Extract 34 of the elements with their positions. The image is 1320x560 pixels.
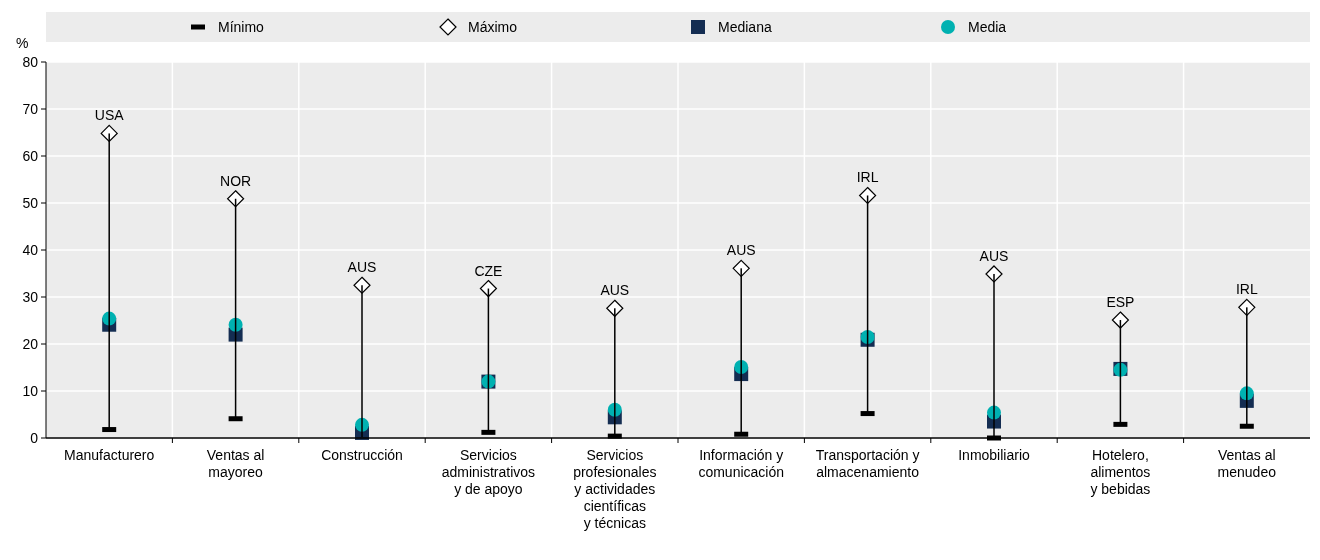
- x-tick-label: Servicios profesionales y actividades científicas y técnicas: [573, 447, 657, 531]
- y-tick-label: 0: [30, 430, 39, 446]
- legend-label: Máximo: [468, 19, 518, 35]
- data-label: ESP: [1106, 294, 1135, 311]
- y-tick-label: 30: [22, 289, 39, 305]
- y-tick-label: 50: [22, 195, 39, 211]
- x-tick-label: Inmobiliario: [958, 447, 1030, 463]
- y-tick-label: 10: [22, 383, 39, 399]
- data-label: AUS: [600, 282, 630, 299]
- legend-label: Mediana: [718, 19, 772, 35]
- legend-label: Media: [968, 19, 1007, 35]
- y-tick-label: 40: [22, 242, 39, 258]
- x-tick-label: Manufacturero: [64, 447, 155, 463]
- y-axis-title: %: [16, 35, 29, 51]
- data-label: IRL: [856, 169, 879, 186]
- data-label: AUS: [979, 247, 1009, 264]
- y-tick-label: 20: [22, 336, 39, 352]
- x-tick-label: Información y comunicación: [698, 447, 784, 480]
- x-tick-label: Transportación y almacenamiento: [815, 447, 920, 480]
- data-label: AUS: [347, 259, 377, 276]
- y-tick-label: 60: [22, 148, 39, 164]
- y-tick-label: 80: [22, 54, 39, 70]
- x-tick-label: Ventas al menudeo: [1217, 447, 1277, 480]
- x-tick-label: Servicios administrativos y de apoyo: [441, 447, 536, 497]
- x-tick-label: Construcción: [321, 447, 403, 463]
- data-label: AUS: [726, 242, 756, 259]
- data-label: USA: [94, 107, 125, 124]
- x-tick-label: Hotelero, alimentos y bebidas: [1090, 447, 1151, 497]
- data-label: NOR: [220, 172, 252, 189]
- data-label: IRL: [1235, 281, 1258, 298]
- legend-label: Mínimo: [218, 19, 265, 35]
- x-tick-label: Ventas al mayoreo: [206, 447, 265, 480]
- data-label: CZE: [474, 262, 503, 279]
- y-tick-label: 70: [22, 101, 39, 117]
